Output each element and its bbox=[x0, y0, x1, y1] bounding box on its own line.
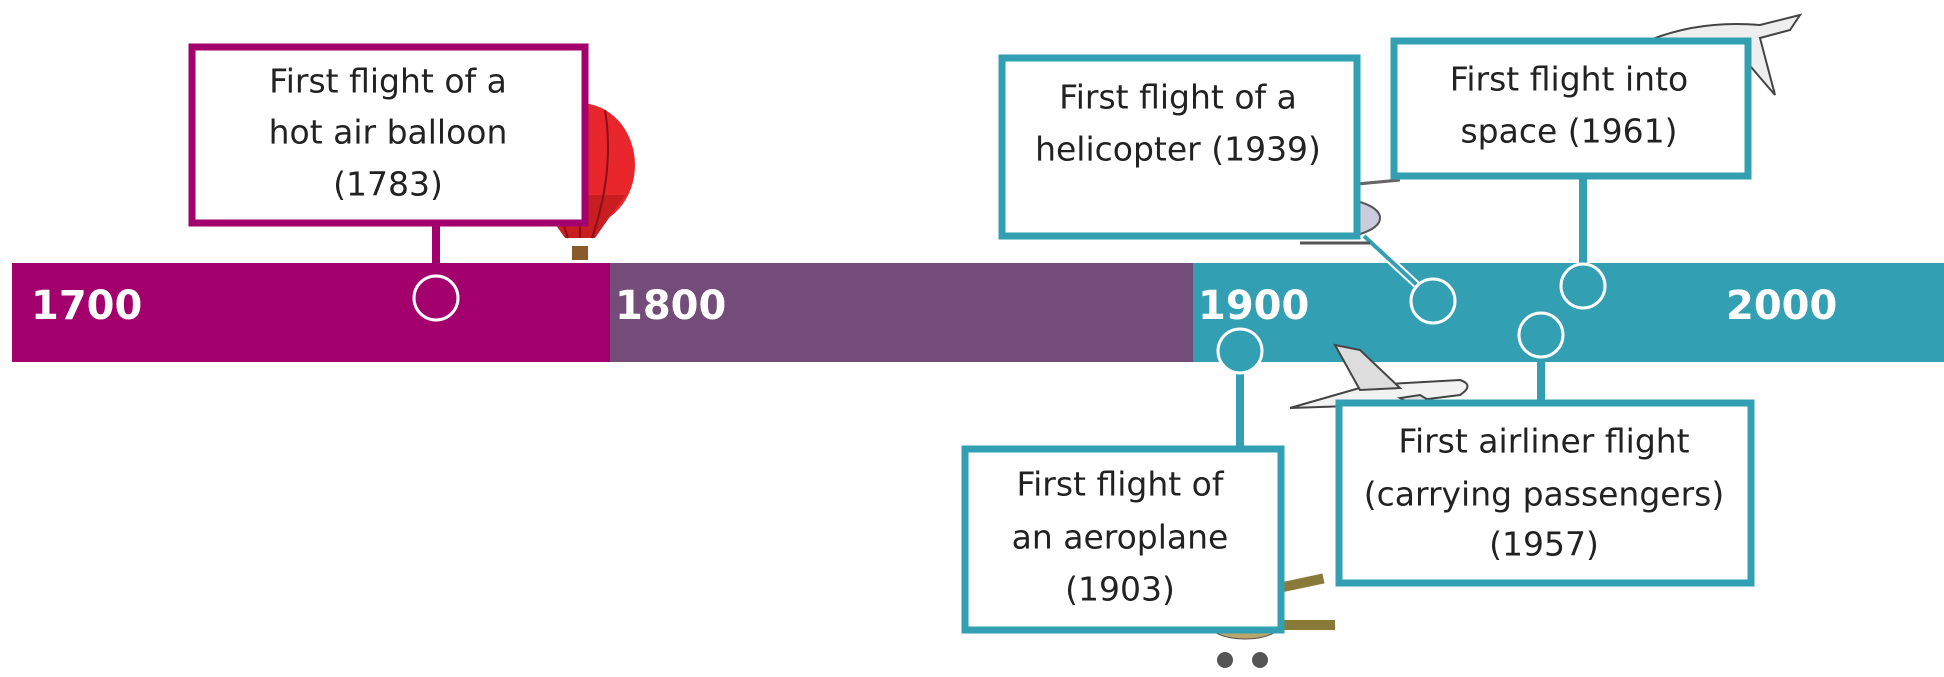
event-text: helicopter (1939) bbox=[1035, 130, 1321, 169]
century-label: 1800 bbox=[615, 283, 726, 329]
event-text: First flight of bbox=[1017, 465, 1225, 504]
event-text: First flight of a bbox=[1059, 78, 1297, 117]
century-label: 1700 bbox=[31, 283, 142, 329]
event-text: (1783) bbox=[333, 165, 443, 204]
event-text: (1957) bbox=[1489, 525, 1599, 564]
event-text: First flight of a bbox=[269, 62, 507, 101]
event-text: (carrying passengers) bbox=[1364, 475, 1725, 514]
timeline: 1700 1800 1900 2000 First flight of a hot air… bbox=[0, 0, 1944, 677]
event-text: hot air balloon bbox=[269, 113, 508, 152]
event-text: First airliner flight bbox=[1398, 422, 1689, 461]
century-label: 2000 bbox=[1726, 283, 1837, 329]
event-marker bbox=[1519, 313, 1563, 357]
event-marker bbox=[1218, 329, 1262, 373]
event-marker bbox=[414, 276, 458, 320]
century-label: 1900 bbox=[1198, 283, 1309, 329]
event-text: space (1961) bbox=[1460, 112, 1677, 151]
event-text: an aeroplane bbox=[1012, 518, 1229, 557]
event-text: (1903) bbox=[1065, 570, 1175, 609]
event-marker bbox=[1411, 279, 1455, 323]
event-text: First flight into bbox=[1450, 60, 1688, 99]
event-marker bbox=[1561, 264, 1605, 308]
